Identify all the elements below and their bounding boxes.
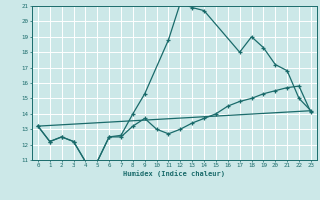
X-axis label: Humidex (Indice chaleur): Humidex (Indice chaleur) — [124, 170, 225, 177]
